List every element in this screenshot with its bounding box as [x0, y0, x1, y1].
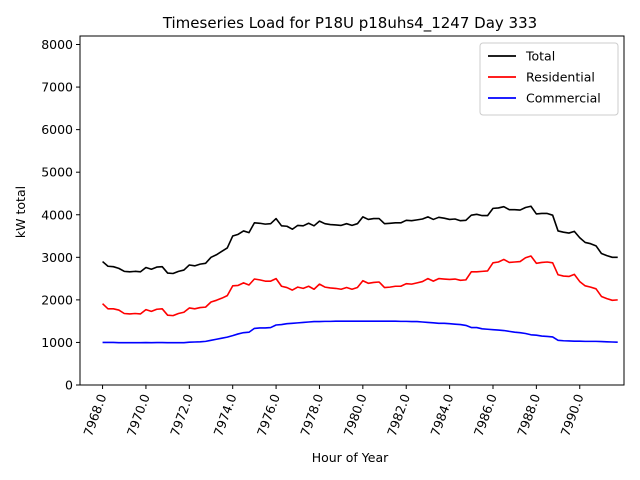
chart-title: Timeseries Load for P18U p18uhs4_1247 Da… [162, 14, 537, 33]
legend-label-commercial: Commercial [526, 91, 601, 106]
legend-label-total: Total [525, 49, 555, 64]
y-tick-label: 3000 [41, 250, 73, 265]
y-tick-label: 6000 [41, 122, 73, 137]
y-tick-label: 1000 [41, 335, 73, 350]
y-axis-label: kW total [13, 186, 28, 238]
series-line-total [102, 205, 618, 275]
y-tick-label: 5000 [41, 165, 73, 180]
legend: Total Residential Commercial [479, 42, 619, 116]
y-tick-label: 8000 [41, 37, 73, 52]
series-line-residential [102, 255, 618, 317]
y-tick-label: 7000 [41, 80, 73, 95]
y-tick-label: 2000 [41, 292, 73, 307]
y-tick-label: 4000 [41, 207, 73, 222]
legend-frame [479, 42, 619, 116]
y-tick-label: 0 [65, 378, 73, 393]
legend-label-residential: Residential [526, 70, 595, 85]
axes-frame [79, 35, 625, 386]
x-axis-label: Hour of Year [312, 450, 389, 465]
series-line-commercial [102, 320, 618, 344]
